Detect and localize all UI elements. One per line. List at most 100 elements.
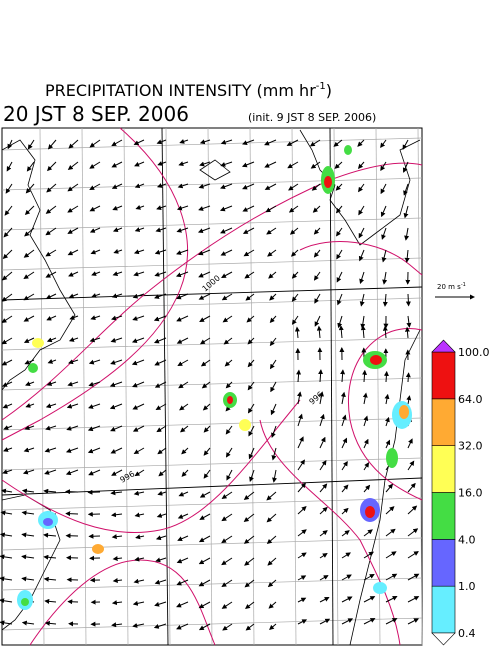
- wind-arrow: [135, 205, 145, 210]
- wind-arrow: [267, 557, 277, 566]
- wind-arrow: [382, 293, 388, 307]
- wind-arrow: [111, 600, 123, 606]
- wind-arrow: [290, 249, 299, 257]
- wind-arrow: [89, 183, 101, 190]
- wind-arrow: [69, 315, 79, 320]
- wind-arrow: [221, 513, 233, 522]
- wind-arrow: [266, 491, 277, 501]
- wind-arrow: [341, 460, 348, 471]
- wind-arrow: [407, 618, 419, 625]
- wind-arrow: [341, 574, 352, 581]
- wind-arrow: [66, 425, 79, 431]
- wind-arrow: [340, 369, 346, 383]
- wind-arrow: [220, 183, 233, 190]
- wind-arrow: [2, 469, 13, 475]
- wind-arrow: [45, 403, 57, 409]
- wind-arrow: [111, 139, 123, 147]
- colorbar-segment: [431, 351, 456, 400]
- wind-arrow: [111, 534, 123, 540]
- wind-arrow: [1, 488, 13, 494]
- wind-arrow: [199, 491, 211, 498]
- wind-arrow: [112, 578, 123, 584]
- wind-arrow: [112, 556, 123, 562]
- grid-line: [375, 127, 381, 646]
- wind-arrow: [199, 139, 211, 145]
- wind-arrow: [156, 183, 167, 188]
- wind-arrow: [264, 139, 277, 146]
- wind-arrow: [1, 293, 13, 302]
- wind-arrow: [47, 359, 57, 364]
- wind-arrow: [385, 573, 398, 581]
- wind-arrow: [46, 381, 57, 386]
- wind-arrow: [65, 469, 79, 476]
- wind-arrow: [357, 139, 365, 147]
- wind-arrow: [153, 337, 167, 344]
- wind-arrow: [198, 557, 211, 565]
- grid-line: [165, 127, 171, 646]
- grid-line: [1, 457, 423, 471]
- wind-arrow: [110, 337, 123, 343]
- wind-arrow: [291, 271, 299, 279]
- wind-arrow: [341, 596, 353, 603]
- wind-arrow: [381, 227, 387, 240]
- wind-arrow: [359, 271, 365, 285]
- wind-arrow: [110, 447, 123, 454]
- wind-arrow: [243, 249, 255, 257]
- wind-arrow: [26, 161, 35, 172]
- wind-arrow: [157, 490, 167, 496]
- wind-arrow: [199, 513, 211, 520]
- wind-arrow: [243, 491, 255, 501]
- wind-arrow: [245, 601, 255, 610]
- wind-arrow: [291, 315, 299, 325]
- wind-arrow: [21, 488, 35, 494]
- wind-arrow: [334, 161, 343, 169]
- wind-arrow: [176, 557, 189, 564]
- wind-arrow: [241, 161, 255, 168]
- wind-arrow: [407, 596, 420, 603]
- wind-arrow: [112, 227, 123, 233]
- wind-arrow: [405, 372, 411, 383]
- wind-arrow: [154, 579, 167, 585]
- wind-arrow: [6, 161, 13, 172]
- wind-arrow: [311, 183, 321, 191]
- wind-arrow: [313, 249, 321, 258]
- wind-arrow: [134, 183, 145, 189]
- wind-arrow: [246, 315, 255, 323]
- wind-arrow: [111, 293, 123, 299]
- wind-arrow: [336, 227, 343, 237]
- wind-arrow: [385, 439, 391, 449]
- wind-arrow: [89, 337, 101, 343]
- wind-arrow: [341, 618, 354, 625]
- wind-arrow: [340, 391, 346, 405]
- wind-arrow: [2, 381, 13, 387]
- wind-arrow: [111, 183, 123, 189]
- wind-arrow: [134, 161, 145, 167]
- wind-arrow: [226, 469, 233, 481]
- wind-arrow: [68, 293, 79, 299]
- wind-arrow: [67, 161, 79, 171]
- grid-line: [1, 217, 423, 231]
- wind-arrow: [156, 513, 167, 518]
- wind-arrow: [264, 161, 277, 168]
- wind-arrow: [407, 528, 419, 537]
- wind-arrow: [47, 139, 57, 150]
- wind-arrow: [43, 488, 57, 494]
- wind-arrow: [155, 535, 167, 541]
- wind-arrow: [269, 359, 277, 370]
- colorbar-label: 1.0: [458, 580, 476, 593]
- wind-arrow: [297, 413, 303, 427]
- wind-arrow: [133, 578, 145, 584]
- colorbar-label: 32.0: [458, 440, 483, 453]
- wind-arrow: [319, 553, 328, 559]
- wind-arrow: [177, 359, 189, 366]
- wind-arrow: [380, 205, 387, 218]
- wind-arrow: [176, 315, 189, 322]
- wind-arrow: [289, 227, 299, 235]
- wind-arrow: [198, 535, 211, 543]
- wind-arrow: [46, 161, 57, 172]
- wind-arrow: [219, 205, 233, 212]
- wind-arrow: [221, 491, 233, 499]
- wind-arrow: [44, 447, 57, 453]
- wind-arrow: [133, 249, 145, 255]
- wind-arrow: [380, 183, 387, 195]
